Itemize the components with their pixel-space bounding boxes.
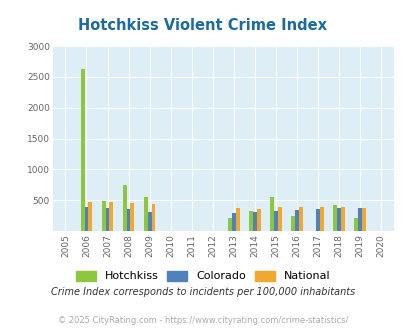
Bar (109, 202, 113, 231)
Bar (252, 212, 256, 231)
Bar (333, 205, 337, 231)
Bar (270, 196, 273, 231)
Bar (235, 208, 239, 231)
Bar (298, 207, 302, 231)
Bar (294, 210, 298, 231)
Text: Crime Index corresponds to incidents per 100,000 inhabitants: Crime Index corresponds to incidents per… (51, 287, 354, 297)
Bar (337, 208, 340, 231)
Bar (105, 208, 109, 231)
Bar (81, 69, 84, 231)
Bar (273, 211, 277, 231)
Bar (277, 207, 281, 231)
Legend: Hotchkiss, Colorado, National: Hotchkiss, Colorado, National (71, 266, 334, 286)
Bar (357, 208, 361, 231)
Bar (130, 203, 134, 231)
Bar (340, 207, 344, 231)
Bar (228, 218, 231, 231)
Bar (231, 213, 235, 231)
Bar (147, 212, 151, 231)
Bar (256, 209, 260, 231)
Bar (84, 207, 88, 231)
Text: Hotchkiss Violent Crime Index: Hotchkiss Violent Crime Index (78, 18, 327, 33)
Bar (315, 209, 319, 231)
Bar (290, 216, 294, 231)
Bar (319, 207, 323, 231)
Bar (354, 218, 357, 231)
Text: © 2025 CityRating.com - https://www.cityrating.com/crime-statistics/: © 2025 CityRating.com - https://www.city… (58, 315, 347, 325)
Bar (102, 201, 105, 231)
Bar (126, 210, 130, 231)
Bar (123, 185, 126, 231)
Bar (88, 202, 92, 231)
Bar (249, 211, 252, 231)
Bar (361, 208, 365, 231)
Bar (144, 197, 147, 231)
Bar (151, 204, 155, 231)
